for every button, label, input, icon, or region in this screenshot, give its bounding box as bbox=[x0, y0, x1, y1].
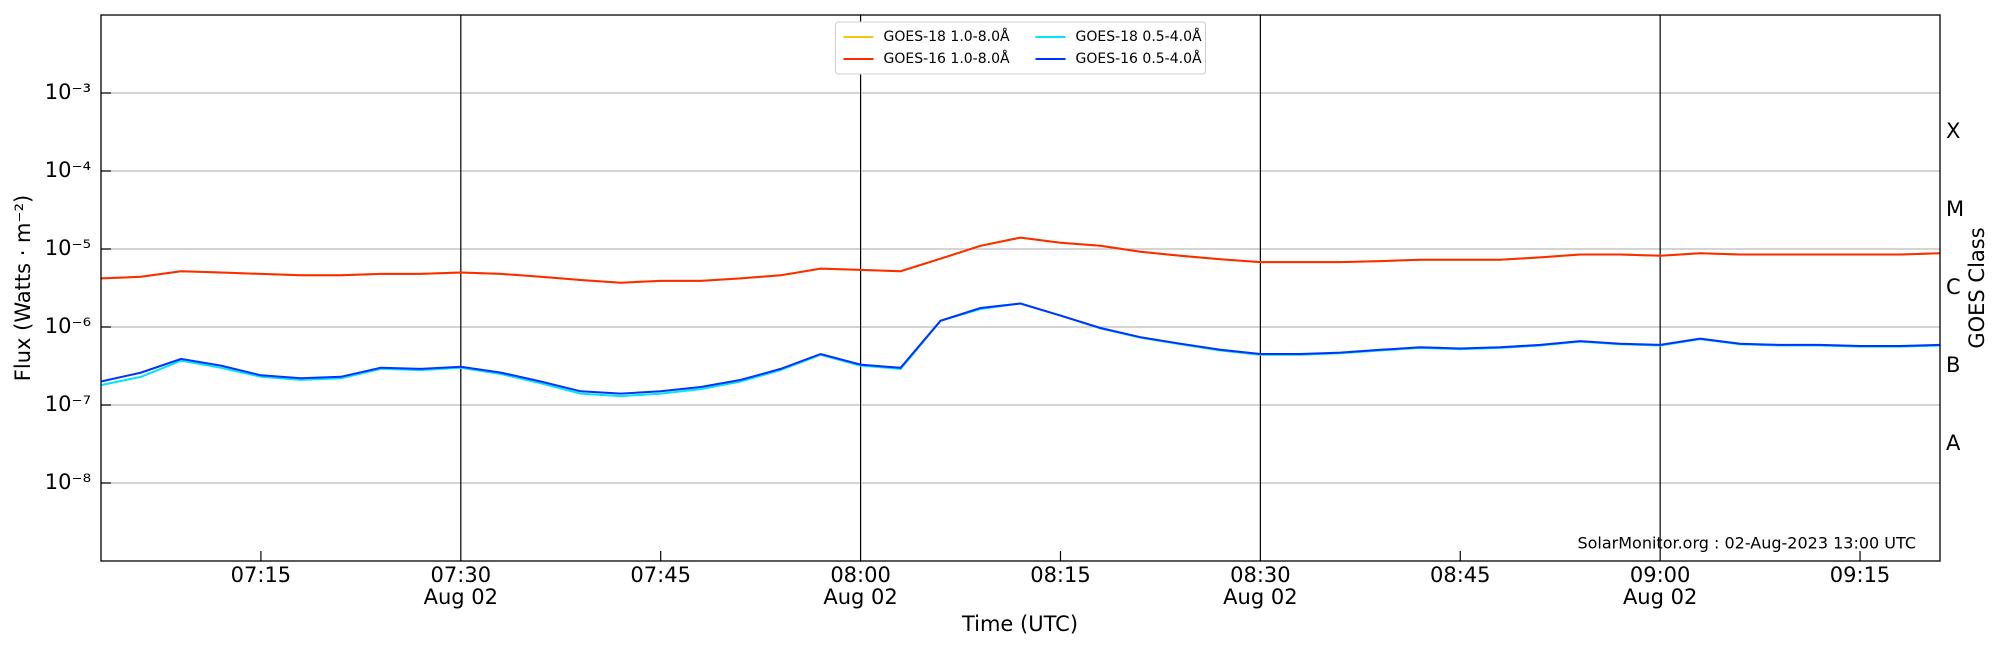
x-tick-label: 08:00 bbox=[830, 563, 891, 587]
y-axis-label: Flux (Watts · m⁻²) bbox=[11, 195, 35, 381]
legend-label: GOES-16 1.0-8.0Å bbox=[884, 50, 1010, 67]
series-line bbox=[100, 236, 1941, 284]
series-line bbox=[100, 302, 1941, 398]
y2-tick-label: M bbox=[1946, 197, 1964, 221]
x-tick-label: 08:45 bbox=[1430, 563, 1491, 587]
y2-tick-label: B bbox=[1946, 353, 1960, 377]
x-tick-date: Aug 02 bbox=[1223, 585, 1297, 609]
y-tick-label: 10⁻⁷ bbox=[45, 392, 91, 416]
x-tick-date: Aug 02 bbox=[1623, 585, 1697, 609]
x-tick-date: Aug 02 bbox=[424, 585, 498, 609]
y-tick-label: 10⁻⁵ bbox=[45, 236, 91, 260]
x-tick-label: 08:30 bbox=[1230, 563, 1291, 587]
y-tick-label: 10⁻⁴ bbox=[45, 158, 91, 182]
y2-tick-label: X bbox=[1946, 119, 1960, 143]
series-line bbox=[100, 302, 1941, 395]
footer: SolarMonitor.org : 02-Aug-2023 13:00 UTC bbox=[1577, 534, 1916, 553]
legend-label: GOES-16 0.5-4.0Å bbox=[1076, 50, 1202, 67]
y-tick-label: 10⁻³ bbox=[45, 80, 91, 104]
plot-frame bbox=[100, 14, 1941, 562]
y-tick-label: 10⁻⁶ bbox=[45, 314, 91, 338]
legend-label: GOES-18 0.5-4.0Å bbox=[1076, 28, 1202, 45]
y-tick-label: 10⁻⁸ bbox=[45, 470, 91, 494]
x-axis-label: Time (UTC) bbox=[961, 612, 1078, 636]
y2-tick-label: C bbox=[1946, 275, 1961, 299]
legend-label: GOES-18 1.0-8.0Å bbox=[884, 28, 1010, 45]
series-line bbox=[100, 236, 1941, 284]
x-tick-label: 08:15 bbox=[1030, 563, 1091, 587]
x-tick-date: Aug 02 bbox=[823, 585, 897, 609]
legend-box bbox=[835, 21, 1206, 75]
legend: GOES-18 1.0-8.0Å GOES-16 1.0-8.0Å GOES-18 … bbox=[835, 21, 1206, 75]
y2-tick-label: A bbox=[1946, 431, 1961, 455]
x-tick-label: 07:30 bbox=[431, 563, 492, 587]
x-tick-label: 09:00 bbox=[1630, 563, 1691, 587]
x-tick-label: 07:45 bbox=[630, 563, 691, 587]
y2-axis-label: GOES Class bbox=[1965, 227, 1989, 348]
x-tick-label: 07:15 bbox=[231, 563, 292, 587]
x-tick-label: 09:15 bbox=[1830, 563, 1891, 587]
